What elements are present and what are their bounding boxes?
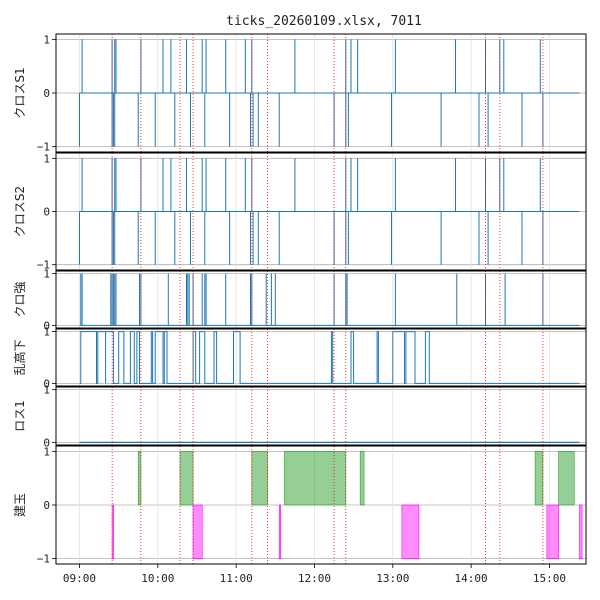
long-position-area (251, 451, 268, 506)
panel-4: 0 1 乱高下 (12, 326, 587, 390)
y-tick-label: 1 (43, 33, 50, 46)
short-position-area (579, 504, 583, 559)
long-position-area (558, 451, 575, 506)
y-tick-label: 0 (43, 499, 50, 512)
axes-frame (55, 445, 587, 565)
chart-title: ticks_20260109.xlsx, 7011 (226, 14, 422, 29)
y-tick-label: −1 (37, 553, 50, 566)
x-tick-label: 14:00 (455, 572, 488, 585)
x-tick-label: 11:00 (220, 572, 253, 585)
x-tick-label: 09:00 (63, 572, 96, 585)
long-position-area (284, 451, 347, 506)
panel-1: −1 0 1 クロスS1 (13, 33, 587, 154)
short-position-area (192, 504, 203, 559)
short-position-area (111, 504, 114, 559)
y-axis-label: クロスS1 (13, 67, 27, 118)
series-line (79, 39, 544, 147)
y-tick-label: 0 (43, 206, 50, 219)
series-line (80, 273, 544, 326)
panel-3: 0 1 クロ強 (13, 268, 587, 332)
short-position-area (546, 504, 559, 559)
panel-2: −1 0 1 クロスS2 (13, 152, 587, 272)
axes-frame (55, 328, 587, 387)
y-tick-label: 1 (43, 384, 50, 397)
panel-6: −1 0 1 建玉 (13, 445, 587, 566)
y-tick-label: 1 (43, 326, 50, 339)
y-tick-label: 1 (43, 268, 50, 281)
series-line (79, 158, 544, 265)
y-axis-label: 建玉 (13, 493, 27, 517)
axes-frame (55, 386, 587, 446)
long-position-area (359, 451, 365, 506)
y-tick-label: 0 (43, 436, 50, 449)
long-position-area (179, 451, 194, 506)
y-axis-label: ロス1 (13, 400, 27, 432)
axes-frame (55, 152, 587, 271)
y-tick-label: 0 (43, 319, 50, 332)
plot-layer: −101クロスS1−101クロスS201クロ強01乱高下01ロス1−101建玉0… (12, 33, 587, 585)
y-tick-label: −1 (37, 141, 50, 154)
long-position-area (137, 451, 142, 506)
y-axis-label: 乱高下 (12, 339, 27, 375)
y-axis-label: クロスS2 (13, 186, 27, 237)
short-position-area (401, 504, 420, 559)
long-position-area (534, 451, 544, 506)
x-tick-label: 12:00 (298, 572, 331, 585)
x-tick-label: 13:00 (376, 572, 409, 585)
panel-5: 0 1 ロス1 (13, 384, 587, 449)
y-tick-label: 0 (43, 377, 50, 390)
y-tick-label: −1 (37, 259, 50, 272)
x-tick-label: 15:00 (533, 572, 566, 585)
y-axis-label: クロ強 (13, 281, 27, 317)
y-tick-label: 1 (43, 152, 50, 165)
axes-frame (55, 33, 587, 153)
short-position-area (278, 504, 282, 559)
x-tick-label: 10:00 (141, 572, 174, 585)
y-tick-label: 0 (43, 87, 50, 100)
series-line (79, 331, 580, 384)
axes-frame (55, 270, 587, 329)
y-tick-label: 1 (43, 445, 50, 458)
